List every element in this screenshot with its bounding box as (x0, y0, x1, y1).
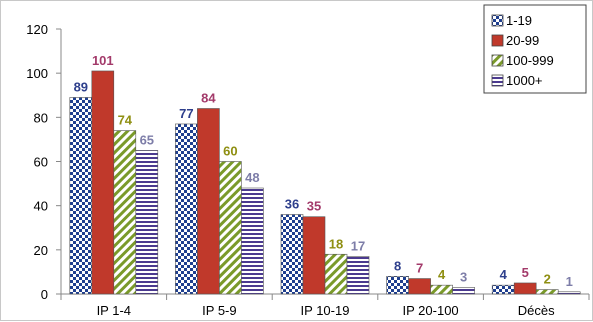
data-label: 60 (223, 144, 237, 159)
legend-swatch (491, 14, 504, 27)
data-label: 84 (201, 91, 216, 106)
legend-entry: 1000+ (506, 73, 543, 88)
x-tick-label: Décès (518, 303, 555, 318)
bar (280, 214, 304, 295)
x-tick-label: IP 20-100 (403, 303, 459, 318)
data-label: 65 (140, 132, 154, 147)
y-tick-label: 60 (34, 155, 48, 170)
legend: 1-19 20-99 100-999 1000+ (483, 4, 587, 94)
bar (386, 276, 409, 295)
bar (430, 284, 453, 295)
data-label: 48 (245, 170, 259, 185)
data-label: 35 (307, 199, 321, 214)
bar (219, 161, 242, 295)
data-label: 1 (566, 274, 573, 289)
legend-entry: 100-999 (506, 53, 554, 68)
data-label: 89 (74, 79, 88, 94)
bar (346, 256, 370, 295)
bars (69, 70, 581, 295)
bar (197, 108, 220, 295)
data-label: 2 (544, 272, 551, 287)
data-label: 8 (394, 258, 401, 273)
bar (513, 282, 537, 295)
data-label: 36 (285, 197, 299, 212)
bar (535, 289, 559, 295)
data-label: 77 (179, 106, 193, 121)
legend-swatch (491, 54, 504, 67)
axes: 0 20 40 60 80 100 120 IP 1-4 IP 5-9 IP 10-19 IP 20… (26, 22, 590, 318)
legend-swatch (491, 74, 504, 87)
y-tick-label: 0 (41, 287, 48, 302)
data-label: 74 (118, 113, 133, 128)
bar (135, 150, 159, 295)
bar (69, 97, 93, 295)
x-tick-label: IP 5-9 (202, 303, 236, 318)
y-tick-label: 100 (26, 66, 48, 81)
bar (324, 253, 348, 295)
data-label: 4 (500, 267, 508, 282)
bar (175, 123, 198, 295)
data-label: 3 (460, 269, 467, 284)
x-tick-label: IP 1-4 (97, 303, 131, 318)
data-label: 5 (522, 265, 529, 280)
y-tick-label: 40 (34, 199, 48, 214)
bar (408, 278, 431, 295)
data-label: 7 (416, 261, 423, 276)
data-label: 4 (438, 267, 446, 282)
bar (557, 291, 581, 295)
data-label: 18 (329, 236, 343, 251)
legend-entry: 20-99 (506, 33, 539, 48)
y-tick-label: 20 (34, 243, 48, 258)
bar (113, 130, 137, 295)
legend-swatch (491, 34, 504, 47)
bar (491, 284, 515, 295)
data-label: 101 (92, 53, 114, 68)
y-tick-label: 120 (26, 22, 48, 37)
bar (452, 287, 475, 295)
data-label: 17 (351, 238, 365, 253)
y-tick-label: 80 (34, 110, 48, 125)
bar (241, 187, 264, 295)
bar (91, 70, 115, 295)
x-tick-label: IP 10-19 (301, 303, 350, 318)
legend-entry: 1-19 (506, 13, 532, 28)
bar (302, 216, 326, 295)
